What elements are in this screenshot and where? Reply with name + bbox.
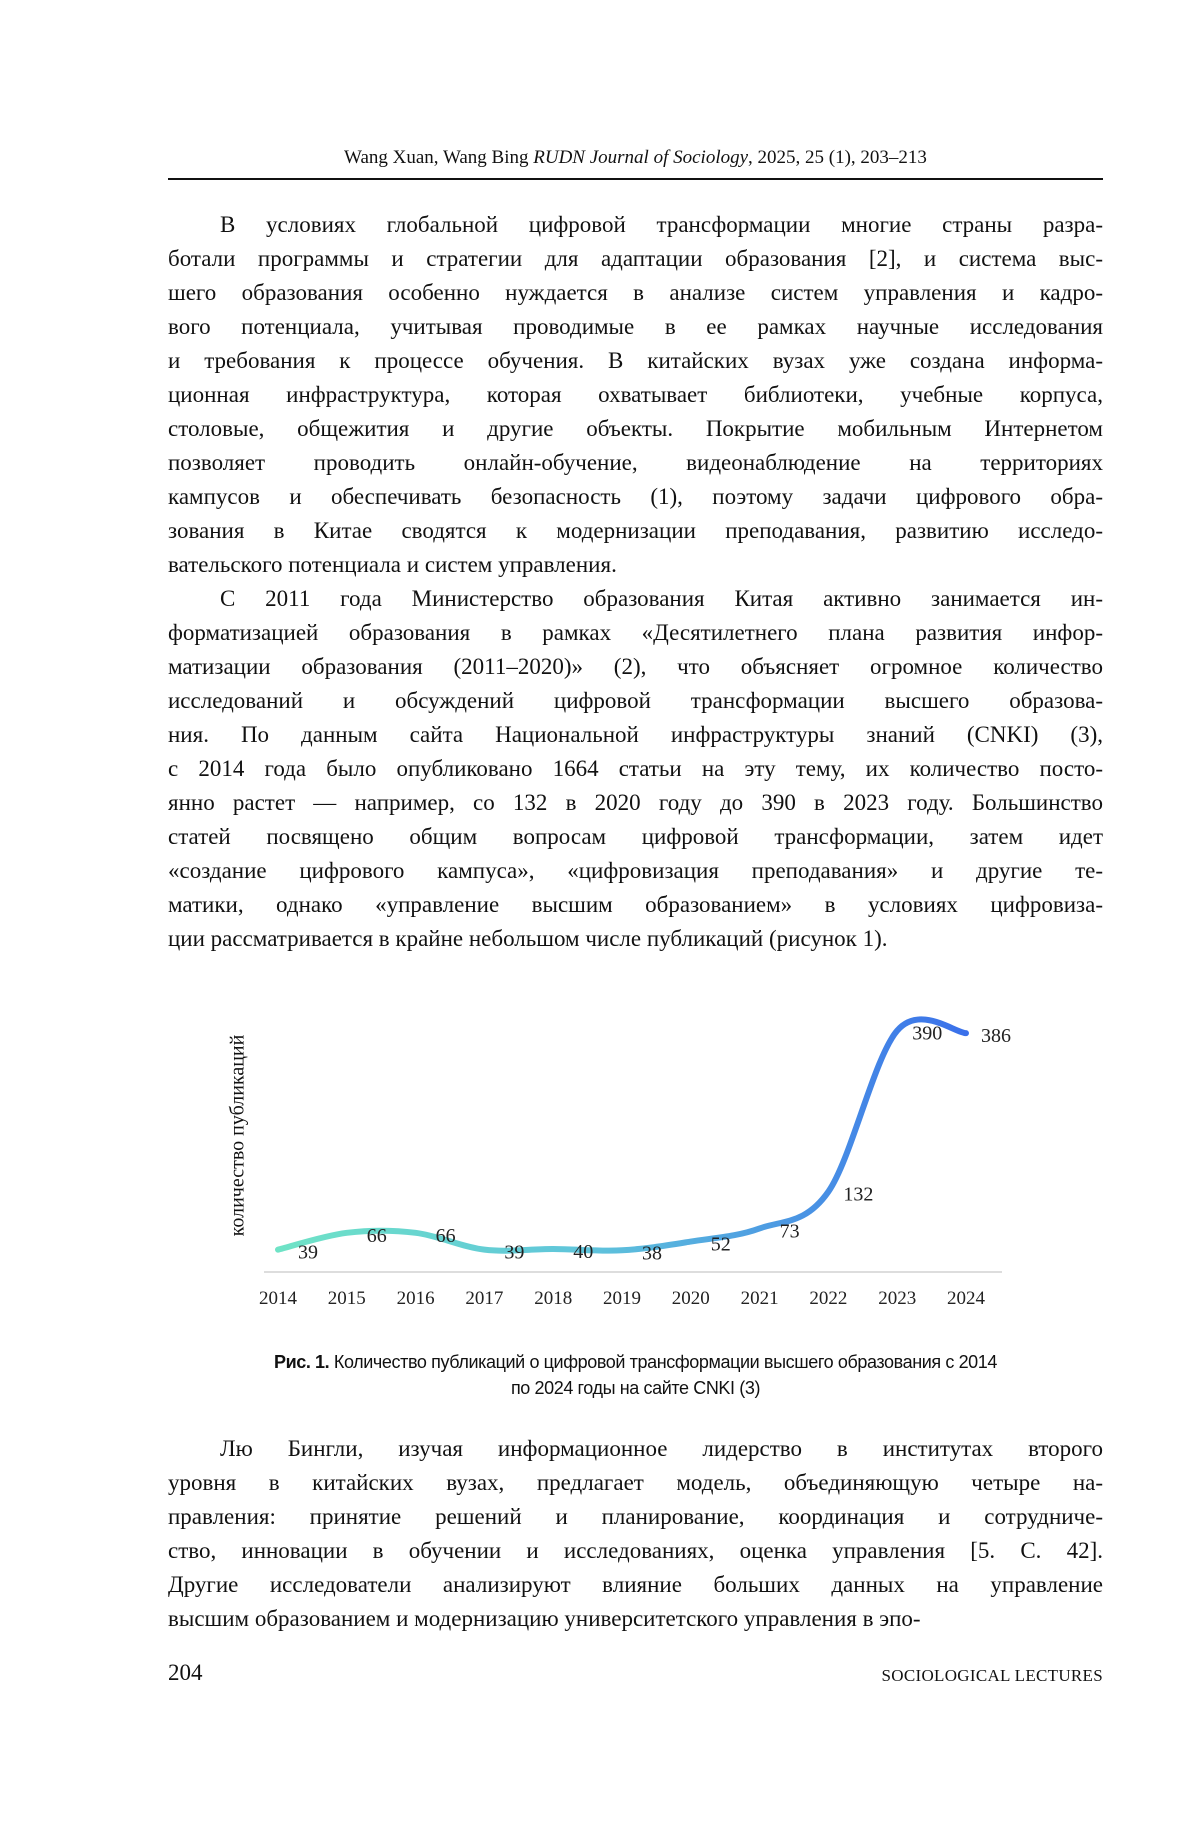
series-line <box>275 1016 969 1254</box>
text-line-content: с 2014 года было опубликовано 1664 стать… <box>168 756 1103 781</box>
text-line-content: ции рассматривается в крайне небольшом ч… <box>168 926 888 951</box>
x-tick-label: 2018 <box>534 1288 572 1309</box>
data-label: 39 <box>298 1242 318 1264</box>
text-line: С 2011 года Министерство образования Кит… <box>168 582 1103 616</box>
text-line: статей посвящено общим вопросам цифровой… <box>168 820 1103 854</box>
header-rule <box>168 178 1103 180</box>
text-line-content: В условиях глобальной цифровой трансформ… <box>220 212 1103 237</box>
text-line-content: и требования к процессе обучения. В кита… <box>168 348 1103 373</box>
text-line-content: ния. По данным сайта Национальной инфрас… <box>168 722 1103 747</box>
text-line: кампусов и обеспечивать безопасность (1)… <box>168 480 1103 514</box>
running-header: Wang Xuan, Wang Bing RUDN Journal of Soc… <box>168 147 1103 169</box>
text-line-content: вого потенциала, учитывая проводимые в е… <box>168 314 1103 339</box>
text-line: и требования к процессе обучения. В кита… <box>168 344 1103 378</box>
text-line-content: Другие исследователи анализируют влияние… <box>168 1572 1103 1597</box>
x-tick-label: 2016 <box>397 1288 435 1309</box>
text-line: ство, инновации в обучении и исследовани… <box>168 1534 1103 1568</box>
text-line-content: С 2011 года Министерство образования Кит… <box>220 586 1103 611</box>
text-line: Другие исследователи анализируют влияние… <box>168 1568 1103 1602</box>
x-tick-label: 2024 <box>947 1288 986 1309</box>
data-label: 39 <box>504 1242 524 1264</box>
text-line-content: ционная инфраструктура, которая охватыва… <box>168 382 1103 407</box>
text-line-content: «создание цифрового кампуса», «цифровиза… <box>168 858 1103 883</box>
text-line-content: столовые, общежития и другие объекты. По… <box>168 416 1103 441</box>
data-label: 390 <box>912 1023 942 1045</box>
figure-caption: Рис. 1. Количество публикаций о цифровой… <box>168 1349 1103 1401</box>
paragraph-1: В условиях глобальной цифровой трансформ… <box>168 208 1103 582</box>
data-label: 386 <box>981 1025 1011 1047</box>
x-tick-label: 2023 <box>878 1288 916 1309</box>
text-line: матизации образования (2011–2020)» (2), … <box>168 650 1103 684</box>
x-tick-label: 2019 <box>603 1288 641 1309</box>
text-line: с 2014 года было опубликовано 1664 стать… <box>168 752 1103 786</box>
page-number: 204 <box>168 1660 203 1685</box>
paragraph-2: С 2011 года Министерство образования Кит… <box>168 582 1103 956</box>
text-line: вого потенциала, учитывая проводимые в е… <box>168 310 1103 344</box>
data-label: 38 <box>642 1242 662 1264</box>
caption-label: Рис. 1. <box>273 1352 330 1372</box>
text-line: исследований и обсуждений цифровой транс… <box>168 684 1103 718</box>
text-line: вательского потенциала и систем управлен… <box>168 548 1103 582</box>
x-tick-label: 2014 <box>259 1288 298 1309</box>
text-line-content: позволяет проводить онлайн-обучение, вид… <box>168 450 1103 475</box>
text-line-content: правления: принятие решений и планирован… <box>168 1504 1103 1529</box>
text-line: ционная инфраструктура, которая охватыва… <box>168 378 1103 412</box>
header-journal: RUDN Journal of Sociology <box>533 147 749 168</box>
text-line: янно растет — например, со 132 в 2020 го… <box>168 786 1103 820</box>
x-tick-label: 2022 <box>809 1288 847 1309</box>
text-line-content: вательского потенциала и систем управлен… <box>168 552 617 577</box>
text-line-content: ство, инновации в обучении и исследовани… <box>168 1538 1103 1563</box>
text-line-content: шего образования особенно нуждается в ан… <box>168 280 1103 305</box>
text-line: ции рассматривается в крайне небольшом ч… <box>168 922 1103 956</box>
data-label: 40 <box>573 1241 593 1263</box>
text-line: матики, однако «управление высшим образо… <box>168 888 1103 922</box>
paragraph-3: Лю Бингли, изучая информационное лидерст… <box>168 1432 1103 1636</box>
text-line-content: янно растет — например, со 132 в 2020 го… <box>168 790 1103 815</box>
x-tick-label: 2020 <box>672 1288 710 1309</box>
caption-line-1: Количество публикаций о цифровой трансфо… <box>329 1352 998 1372</box>
x-tick-label: 2017 <box>465 1288 503 1309</box>
text-line-content: высшим образованием и модернизацию униве… <box>168 1606 921 1631</box>
text-line: Лю Бингли, изучая информационное лидерст… <box>168 1432 1103 1466</box>
caption-line-2: по 2024 годы на сайте CNKI (3) <box>510 1378 761 1398</box>
text-line-content: матики, однако «управление высшим образо… <box>168 892 1103 917</box>
data-label: 132 <box>843 1184 873 1206</box>
text-line: шего образования особенно нуждается в ан… <box>168 276 1103 310</box>
x-tick-label: 2021 <box>741 1288 779 1309</box>
data-label: 66 <box>436 1225 456 1247</box>
text-line-content: уровня в китайских вузах, предлагает мод… <box>168 1470 1103 1495</box>
text-line-content: зования в Китае сводятся к модернизации … <box>168 518 1103 543</box>
text-line-content: кампусов и обеспечивать безопасность (1)… <box>168 484 1103 509</box>
section-name: SOCIOLOGICAL LECTURES <box>881 1666 1103 1685</box>
text-line: высшим образованием и модернизацию униве… <box>168 1602 1103 1636</box>
data-label: 73 <box>780 1220 800 1242</box>
text-line-content: форматизацией образования в рамках «Деся… <box>168 620 1103 645</box>
text-line: ния. По данным сайта Национальной инфрас… <box>168 718 1103 752</box>
text-line: зования в Китае сводятся к модернизации … <box>168 514 1103 548</box>
text-line-content: статей посвящено общим вопросам цифровой… <box>168 824 1103 849</box>
text-line-content: исследований и обсуждений цифровой транс… <box>168 688 1103 713</box>
text-line: В условиях глобальной цифровой трансформ… <box>168 208 1103 242</box>
text-line-content: Лю Бингли, изучая информационное лидерст… <box>220 1436 1103 1461</box>
header-details: , 2025, 25 (1), 203–213 <box>748 147 927 168</box>
text-line: ботали программы и стратегии для адаптац… <box>168 242 1103 276</box>
text-line: «создание цифрового кампуса», «цифровиза… <box>168 854 1103 888</box>
x-tick-label: 2015 <box>328 1288 366 1309</box>
text-line-content: ботали программы и стратегии для адаптац… <box>168 246 1103 271</box>
text-line: форматизацией образования в рамках «Деся… <box>168 616 1103 650</box>
text-line: уровня в китайских вузах, предлагает мод… <box>168 1466 1103 1500</box>
header-authors: Wang Xuan, Wang Bing <box>344 147 529 168</box>
data-label: 66 <box>367 1225 387 1247</box>
text-line: правления: принятие решений и планирован… <box>168 1500 1103 1534</box>
data-label: 52 <box>711 1234 731 1256</box>
text-line-content: матизации образования (2011–2020)» (2), … <box>168 654 1103 679</box>
text-line: столовые, общежития и другие объекты. По… <box>168 412 1103 446</box>
text-line: позволяет проводить онлайн-обучение, вид… <box>168 446 1103 480</box>
y-axis-label: количество публикаций <box>226 1034 249 1237</box>
